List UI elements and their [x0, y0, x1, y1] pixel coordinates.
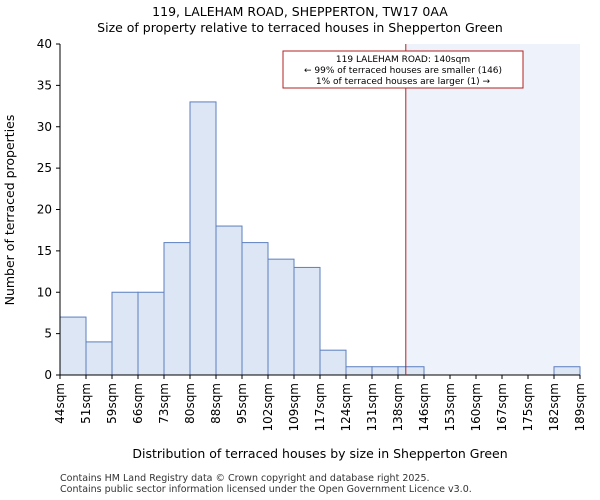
x-tick-label: 146sqm: [417, 383, 431, 431]
y-tick-label: 35: [37, 78, 52, 92]
y-tick-label: 40: [37, 37, 52, 51]
y-tick-label: 20: [37, 203, 52, 217]
histogram-bar: [241, 242, 269, 376]
x-tick-label: 59sqm: [105, 383, 119, 424]
histogram-bar: [215, 225, 243, 376]
x-tick-label: 80sqm: [183, 383, 197, 424]
annotation-box: [282, 50, 524, 89]
y-tick-label: 25: [37, 161, 52, 175]
histogram-bar: [85, 341, 113, 376]
chart-title: 119, LALEHAM ROAD, SHEPPERTON, TW17 0AA: [152, 4, 448, 19]
y-tick-label: 0: [44, 368, 52, 382]
x-tick-label: 117sqm: [313, 383, 327, 431]
histogram-bar: [137, 291, 165, 376]
x-tick-label: 124sqm: [339, 383, 353, 431]
histogram-bar: [111, 291, 139, 376]
x-tick-label: 131sqm: [365, 383, 379, 431]
footer-line-2: Contains public sector information licen…: [60, 484, 472, 495]
y-axis-label: Number of terraced properties: [2, 115, 17, 306]
x-tick-label: 44sqm: [53, 383, 67, 424]
annotation-line-2: ← 99% of terraced houses are smaller (14…: [304, 66, 502, 76]
x-tick-label: 138sqm: [391, 383, 405, 431]
x-tick-label: 167sqm: [495, 383, 509, 431]
x-tick-label: 189sqm: [573, 383, 587, 431]
chart-subtitle: Size of property relative to terraced ho…: [97, 20, 503, 35]
annotation-line-1: 119 LALEHAM ROAD: 140sqm: [336, 55, 470, 65]
x-tick-label: 160sqm: [469, 383, 483, 431]
histogram-bar: [189, 101, 217, 376]
histogram-bar: [397, 366, 425, 376]
x-tick-label: 182sqm: [547, 383, 561, 431]
annotation-line-3: 1% of terraced houses are larger (1) →: [316, 77, 491, 87]
footer-line-1: Contains HM Land Registry data © Crown c…: [60, 473, 430, 484]
x-tick-label: 66sqm: [131, 383, 145, 424]
x-tick-label: 175sqm: [521, 383, 535, 431]
histogram-bar: [59, 316, 87, 376]
x-tick-label: 102sqm: [261, 383, 275, 431]
histogram-bar: [371, 366, 399, 376]
larger-region-shade: [405, 44, 580, 375]
x-axis-label: Distribution of terraced houses by size …: [132, 446, 507, 461]
histogram-bar: [319, 349, 347, 376]
x-tick-label: 95sqm: [235, 383, 249, 424]
y-tick-label: 15: [37, 244, 52, 258]
y-tick-label: 5: [44, 327, 52, 341]
x-tick-label: 88sqm: [209, 383, 223, 424]
x-tick-label: 73sqm: [157, 383, 171, 424]
x-tick-label: 109sqm: [287, 383, 301, 431]
x-tick-label: 51sqm: [79, 383, 93, 424]
histogram-bar: [553, 366, 581, 376]
y-tick-label: 10: [37, 285, 52, 299]
x-tick-label: 153sqm: [443, 383, 457, 431]
histogram-bar: [267, 258, 295, 376]
histogram-bar: [345, 366, 373, 376]
histogram-bar: [163, 242, 191, 376]
y-tick-label: 30: [37, 120, 52, 134]
histogram-bar: [293, 266, 321, 376]
